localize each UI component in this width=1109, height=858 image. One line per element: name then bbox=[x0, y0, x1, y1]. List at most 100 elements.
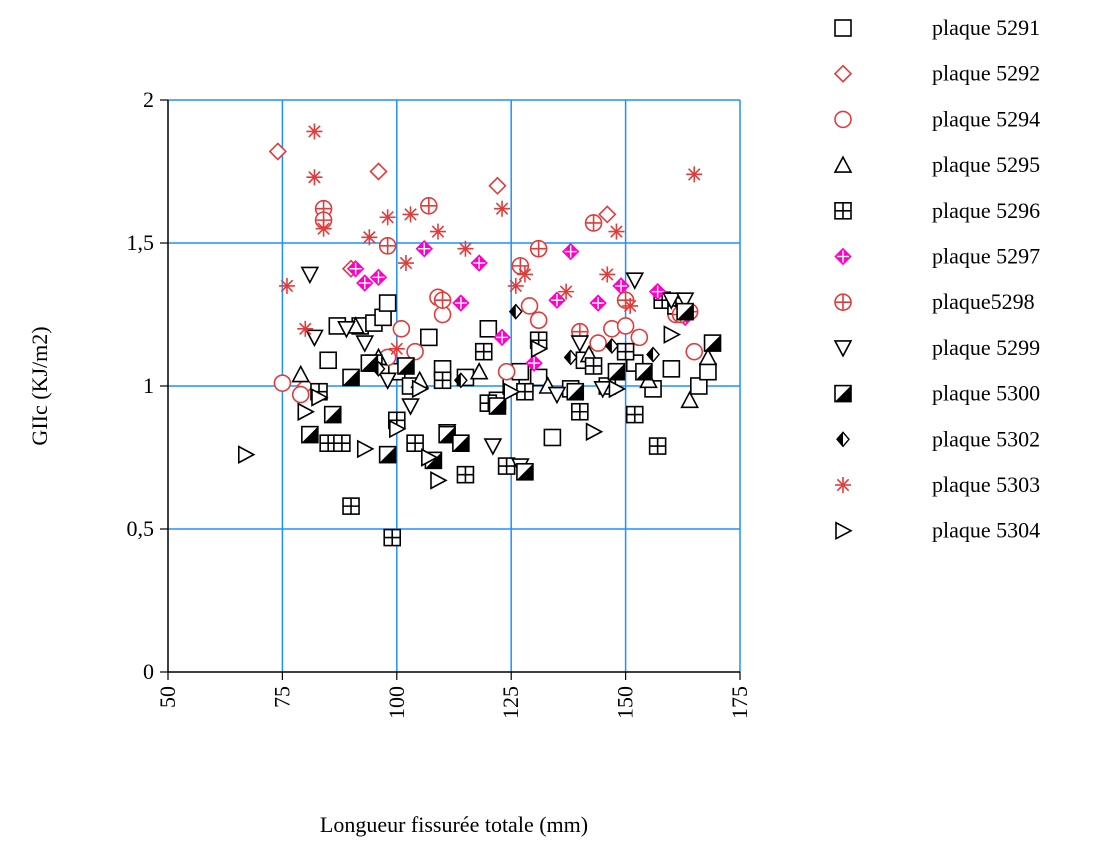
marker-fill bbox=[567, 383, 584, 400]
data-point bbox=[378, 445, 397, 464]
marker-shape bbox=[421, 448, 439, 467]
marker-fill bbox=[837, 432, 843, 447]
legend-marker bbox=[836, 431, 850, 448]
legend-label: plaque5298 bbox=[932, 289, 1035, 314]
marker-shape bbox=[430, 471, 448, 490]
marker-shape bbox=[497, 362, 516, 381]
data-point bbox=[494, 200, 511, 217]
marker-shape bbox=[662, 292, 681, 310]
marker-shape bbox=[698, 347, 718, 366]
data-point bbox=[561, 242, 580, 261]
marker-shape bbox=[699, 362, 717, 381]
data-point bbox=[401, 398, 420, 416]
data-point bbox=[547, 386, 567, 405]
data-point bbox=[306, 169, 323, 186]
y-tick-label: 2 bbox=[143, 87, 154, 112]
marker-fill bbox=[343, 369, 360, 386]
y-axis-title: GIIc (KJ/m2) bbox=[27, 326, 52, 445]
marker-stroke bbox=[610, 225, 623, 238]
data-point bbox=[516, 462, 534, 481]
marker-fill bbox=[564, 350, 571, 365]
data-point bbox=[306, 123, 323, 140]
marker-stroke bbox=[317, 222, 330, 235]
x-axis-title: Longueur fissurée totale (mm) bbox=[320, 812, 588, 837]
legend-label: plaque 5296 bbox=[932, 198, 1040, 223]
data-point bbox=[342, 368, 360, 387]
data-point bbox=[361, 229, 378, 246]
marker-stroke bbox=[623, 299, 637, 313]
data-point bbox=[452, 434, 470, 453]
marker-stroke bbox=[280, 279, 294, 293]
data-point bbox=[566, 382, 585, 401]
marker-fill bbox=[452, 435, 469, 452]
marker-stroke bbox=[518, 268, 532, 281]
data-point bbox=[563, 349, 578, 366]
marker-shape bbox=[297, 402, 315, 422]
data-point bbox=[648, 437, 667, 455]
marker-shape bbox=[311, 388, 329, 407]
data-point bbox=[630, 328, 649, 347]
marker-stroke bbox=[559, 285, 573, 298]
legend-marker bbox=[834, 202, 852, 220]
marker-fill bbox=[605, 338, 612, 353]
data-point bbox=[300, 266, 320, 285]
marker-fill bbox=[489, 398, 506, 415]
data-point bbox=[356, 439, 375, 459]
marker-fill bbox=[372, 361, 379, 376]
data-point bbox=[662, 292, 681, 310]
marker-fill bbox=[677, 303, 694, 320]
data-point bbox=[483, 438, 503, 456]
marker-shape bbox=[378, 372, 397, 390]
marker-shape bbox=[369, 162, 388, 181]
marker-fill bbox=[647, 347, 654, 362]
data-point bbox=[511, 257, 530, 275]
legend-marker bbox=[833, 155, 853, 173]
data-point bbox=[411, 379, 430, 399]
data-point bbox=[690, 377, 708, 395]
data-point bbox=[488, 397, 507, 415]
x-tick-label: 75 bbox=[269, 686, 294, 708]
marker-shape bbox=[529, 311, 548, 330]
marker-stroke bbox=[509, 279, 522, 293]
data-point bbox=[497, 362, 516, 381]
marker-shape bbox=[835, 521, 853, 541]
marker-shape bbox=[469, 362, 489, 380]
data-point bbox=[301, 425, 319, 444]
data-point bbox=[479, 319, 498, 338]
data-point bbox=[278, 277, 295, 294]
data-point bbox=[680, 390, 699, 409]
x-tick-label: 175 bbox=[727, 686, 752, 719]
marker-stroke bbox=[431, 225, 445, 238]
legend: plaque 5291 plaque 5292 plaque 5294 plaque … bbox=[833, 15, 1040, 543]
data-point bbox=[584, 357, 603, 375]
marker-stroke bbox=[390, 342, 404, 356]
marker-shape bbox=[503, 382, 521, 402]
data-point bbox=[686, 166, 703, 183]
data-point bbox=[589, 294, 607, 312]
marker-fill bbox=[324, 406, 341, 423]
data-point bbox=[529, 368, 548, 387]
marker-stroke bbox=[601, 268, 614, 281]
marker-shape bbox=[483, 438, 503, 456]
x-tick-label: 100 bbox=[384, 686, 409, 719]
data-point bbox=[616, 342, 635, 361]
marker-stroke bbox=[836, 478, 850, 492]
data-point bbox=[453, 372, 468, 389]
marker-fill bbox=[704, 335, 721, 352]
data-point bbox=[520, 297, 539, 315]
marker-stroke bbox=[404, 208, 417, 221]
data-point bbox=[406, 434, 424, 453]
marker-shape bbox=[570, 335, 590, 353]
data-point bbox=[676, 302, 694, 321]
data-points bbox=[237, 123, 722, 547]
data-point bbox=[342, 497, 360, 515]
data-point bbox=[337, 320, 356, 339]
marker-fill bbox=[516, 463, 533, 480]
data-point bbox=[268, 142, 287, 161]
marker-shape bbox=[406, 342, 424, 361]
data-point bbox=[635, 362, 653, 381]
marker-shape bbox=[355, 335, 375, 353]
data-point bbox=[604, 337, 619, 355]
data-point bbox=[392, 319, 411, 338]
data-point bbox=[297, 402, 315, 422]
